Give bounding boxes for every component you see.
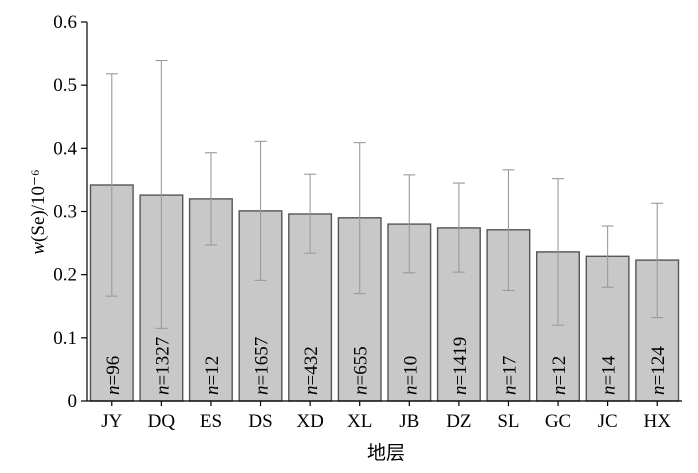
plot-area: n=96 JY n=1327 DQ n=12 ES n=1657 DS n=432 XD n=655… xyxy=(53,12,682,432)
x-tick-label-dz: DZ xyxy=(446,411,471,432)
x-tick-label-sl: SL xyxy=(497,411,519,432)
x-tick-label-es: ES xyxy=(200,411,222,432)
bar-count-label-jy: n=96 xyxy=(103,356,124,395)
x-tick-label-xl: XL xyxy=(347,411,372,432)
bar-count-label-dz: n=1419 xyxy=(450,337,471,395)
y-tick-label-4: 0.4 xyxy=(53,138,77,159)
x-tick-label-jy: JY xyxy=(101,411,122,432)
bar-count-label-xd: n=432 xyxy=(301,346,322,395)
x-tick-label-ds: DS xyxy=(248,411,272,432)
x-tick-label-dq: DQ xyxy=(148,411,176,432)
x-tick-label-hx: HX xyxy=(643,411,671,432)
y-axis-title: w(Se)/10⁻⁶ xyxy=(28,169,49,254)
x-tick-label-gc: GC xyxy=(545,411,571,432)
y-tick-label-0: 0 xyxy=(68,391,78,412)
x-tick-label-jb: JB xyxy=(399,411,419,432)
x-tick-label-jc: JC xyxy=(598,411,618,432)
bar-count-label-es: n=12 xyxy=(202,356,223,395)
y-tick-label-6: 0.6 xyxy=(53,12,77,33)
x-tick-label-xd: XD xyxy=(296,411,323,432)
bar-count-label-dq: n=1327 xyxy=(152,337,173,395)
y-tick-label-5: 0.5 xyxy=(53,75,77,96)
bar-count-label-ds: n=1657 xyxy=(252,337,273,395)
bar-count-label-xl: n=655 xyxy=(351,346,372,395)
bar-count-label-jc: n=14 xyxy=(599,355,620,395)
y-tick-label-1: 0.1 xyxy=(53,328,77,349)
bar-count-label-jb: n=10 xyxy=(400,356,421,395)
x-axis-title: 地层 xyxy=(367,442,405,464)
bar-count-label-hx: n=124 xyxy=(648,346,669,395)
y-tick-label-3: 0.3 xyxy=(53,202,77,223)
bar-count-label-sl: n=17 xyxy=(500,356,521,395)
bar-count-label-gc: n=12 xyxy=(549,356,570,395)
y-tick-label-2: 0.2 xyxy=(53,265,77,286)
